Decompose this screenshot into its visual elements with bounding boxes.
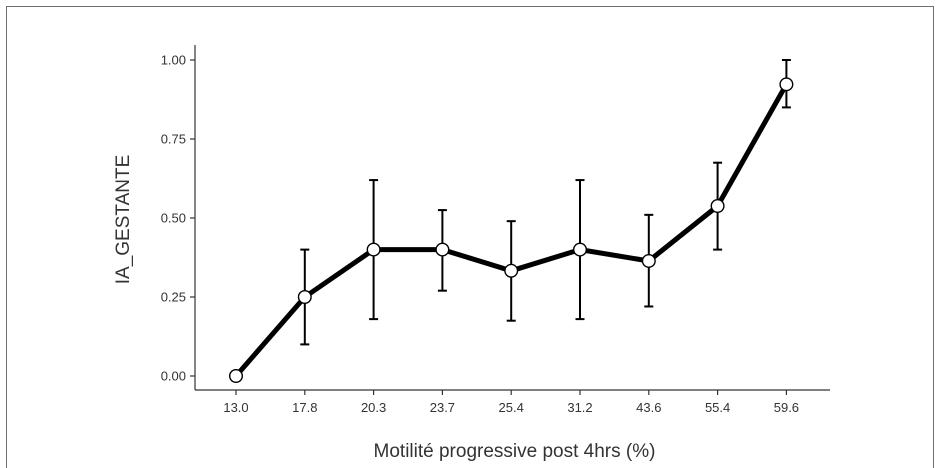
- data-point: [573, 242, 588, 257]
- data-point: [297, 290, 312, 305]
- x-tick-label: 43.6: [636, 400, 661, 415]
- x-axis-title: Motilité progressive post 4hrs (%): [374, 441, 656, 462]
- x-tick-label: 23.7: [430, 400, 455, 415]
- y-axis-title: IA_GESTANTE: [113, 155, 134, 285]
- data-point: [641, 253, 656, 268]
- data-points: [228, 77, 794, 384]
- data-point: [228, 369, 243, 384]
- x-ticks: 13.0 17.8 20.3 23.7 25.4 31.2 43.6 55.4 59.6: [223, 390, 799, 415]
- data-point: [710, 198, 725, 213]
- y-ticks: 0.00 0.25 0.50 0.75 1.00: [161, 53, 195, 384]
- y-tick-label: 0.00: [161, 369, 186, 384]
- x-tick-label: 20.3: [361, 400, 386, 415]
- data-point: [366, 242, 381, 257]
- x-tick-label: 25.4: [499, 400, 524, 415]
- x-tick-label: 59.6: [774, 400, 799, 415]
- x-tick-label: 31.2: [567, 400, 592, 415]
- data-point: [779, 77, 794, 92]
- x-tick-label: 55.4: [705, 400, 730, 415]
- x-tick-label: 13.0: [223, 400, 248, 415]
- x-tick-label: 17.8: [292, 400, 317, 415]
- data-point: [435, 242, 450, 257]
- y-tick-label: 0.25: [161, 290, 186, 305]
- y-tick-label: 1.00: [161, 53, 186, 68]
- chart-frame: [6, 6, 934, 468]
- data-point: [504, 263, 519, 278]
- y-tick-label: 0.75: [161, 132, 186, 147]
- axes: [194, 45, 830, 391]
- y-tick-label: 0.50: [161, 211, 186, 226]
